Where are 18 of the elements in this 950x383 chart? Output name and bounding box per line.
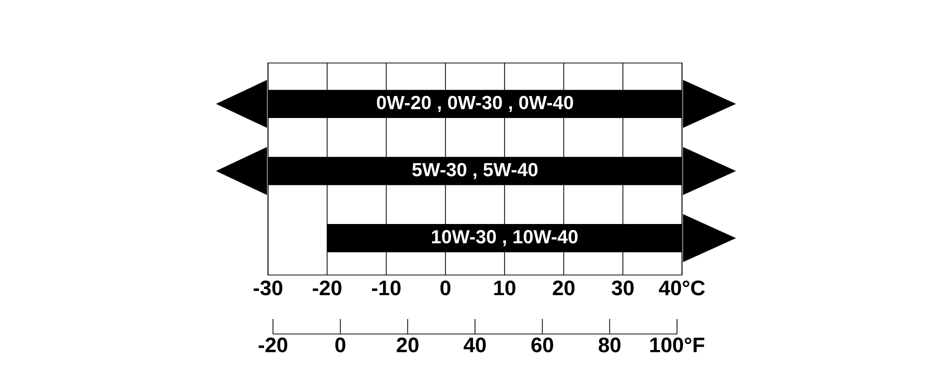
- y-tick-label: 10W-30 , 10W-40: [432, 230, 578, 246]
- x2-tick-label: 60: [531, 338, 554, 352]
- x-tick-label: 30: [612, 280, 634, 296]
- x-tick-label: -20: [312, 280, 342, 296]
- x2-tick-label: 20: [396, 338, 418, 352]
- x-tick-label: 0: [440, 280, 450, 296]
- x2-tick-label: -20: [258, 338, 288, 352]
- x2-tick-label: 0: [335, 338, 346, 352]
- x-tick-label: 40°C: [658, 280, 705, 296]
- x-tick-label: 10: [494, 280, 516, 296]
- x-tick-label: -10: [372, 280, 401, 296]
- x-tick-label: -30: [254, 280, 282, 296]
- x-tick-label: 20: [552, 280, 574, 296]
- y-tick-label: 0W-20 , 0W-30 , 0W-40: [376, 96, 574, 112]
- x2-tick-label: 100°F: [650, 338, 704, 352]
- x2-tick-label: 40: [464, 338, 486, 352]
- y-tick-label: 5W-30 , 5W-40: [412, 162, 538, 180]
- x2-tick-label: 80: [598, 338, 620, 352]
